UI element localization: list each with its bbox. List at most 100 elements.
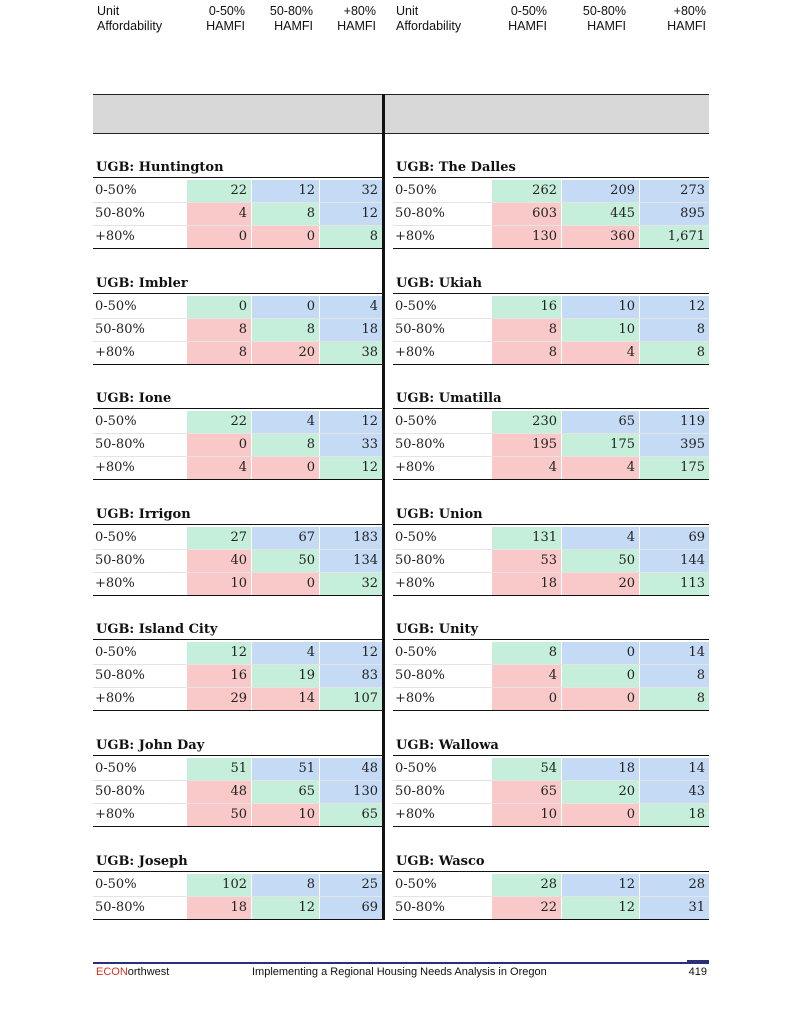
- value-cell: 144: [639, 549, 709, 572]
- page-number: 419: [688, 966, 707, 978]
- table-row: +80% 8 4 8: [393, 341, 709, 365]
- value-cell: 43: [639, 781, 709, 803]
- table-row: 0-50% 54 18 14: [393, 758, 709, 781]
- row-label: +80%: [395, 691, 435, 707]
- row-label: 0-50%: [95, 761, 137, 776]
- table-row: +80% 29 14 107: [93, 688, 382, 712]
- value-cell: 48: [186, 781, 251, 803]
- value-cell: 10: [186, 572, 251, 595]
- value-cell: 0: [491, 688, 561, 711]
- value-cell: 65: [251, 781, 319, 803]
- value-cell: 65: [491, 781, 561, 803]
- value-cell: 134: [319, 549, 382, 572]
- value-cell: 0: [251, 295, 319, 318]
- value-cell: 20: [561, 572, 639, 595]
- row-label: 0-50%: [95, 183, 137, 198]
- value-cell: 0: [251, 457, 319, 480]
- value-cell: 16: [186, 665, 251, 688]
- row-label: +80%: [395, 229, 435, 244]
- value-cell: 8: [491, 642, 561, 665]
- value-cell: 14: [639, 758, 709, 780]
- value-cell: 0: [561, 688, 639, 711]
- row-label: 0-50%: [395, 529, 437, 545]
- value-cell: 273: [639, 180, 709, 202]
- value-cell: 8: [186, 341, 251, 364]
- header-text: HAMFI: [337, 19, 376, 33]
- value-cell: 25: [319, 873, 382, 896]
- value-cell: 18: [639, 804, 709, 826]
- value-cell: 20: [251, 341, 319, 364]
- value-cell: 4: [186, 203, 251, 225]
- value-cell: 8: [639, 341, 709, 364]
- section-title: UGB: Wallowa: [393, 736, 709, 756]
- value-cell: 22: [491, 896, 561, 919]
- value-cell: 130: [319, 781, 382, 803]
- value-cell: 38: [319, 341, 382, 364]
- value-cell: 0: [561, 665, 639, 688]
- value-cell: 12: [639, 295, 709, 318]
- value-cell: 50: [561, 549, 639, 572]
- value-cell: 0: [251, 572, 319, 595]
- section-title: UGB: John Day: [93, 736, 382, 756]
- section-title: UGB: Unity: [393, 620, 709, 641]
- table-row: +80% 0 0 8: [93, 226, 382, 249]
- value-cell: 4: [491, 665, 561, 688]
- row-label: 50-80%: [95, 437, 145, 453]
- row-label: +80%: [95, 229, 135, 244]
- table-row: 0-50% 102 8 25: [93, 873, 382, 897]
- value-cell: 65: [319, 804, 382, 826]
- value-cell: 0: [186, 295, 251, 318]
- footer-title: Implementing a Regional Housing Needs An…: [252, 966, 547, 978]
- value-cell: 69: [639, 526, 709, 549]
- row-label: 50-80%: [395, 206, 445, 221]
- value-cell: 1,671: [639, 226, 709, 248]
- value-cell: 4: [186, 457, 251, 480]
- table-row: +80% 10 0 18: [393, 804, 709, 827]
- row-label: 0-50%: [395, 298, 437, 314]
- table-row: +80% 4 0 12: [93, 457, 382, 481]
- table-row: 50-80% 53 50 144: [393, 549, 709, 573]
- row-label: 50-80%: [395, 321, 445, 337]
- value-cell: 54: [491, 758, 561, 780]
- table-row: +80% 4 4 175: [393, 457, 709, 481]
- value-cell: 18: [186, 896, 251, 919]
- value-cell: 31: [639, 896, 709, 919]
- value-cell: 65: [561, 411, 639, 434]
- table-row: +80% 18 20 113: [393, 572, 709, 596]
- value-cell: 4: [561, 457, 639, 480]
- row-label: 50-80%: [95, 899, 145, 915]
- table-row: 50-80% 8 10 8: [393, 318, 709, 342]
- value-cell: 8: [491, 341, 561, 364]
- row-label: +80%: [95, 807, 135, 822]
- table-row: 0-50% 230 65 119: [393, 411, 709, 435]
- section-title: UGB: Island City: [93, 620, 382, 641]
- value-cell: 69: [319, 896, 382, 919]
- table-row: +80% 50 10 65: [93, 804, 382, 827]
- row-label: 50-80%: [95, 206, 145, 221]
- header-right-80-plus: +80% HAMFI: [640, 2, 706, 36]
- value-cell: 4: [561, 341, 639, 364]
- table-row: +80% 0 0 8: [393, 688, 709, 712]
- value-cell: 8: [491, 318, 561, 341]
- section-title: UGB: The Dalles: [393, 158, 709, 178]
- value-cell: 8: [319, 226, 382, 248]
- value-cell: 8: [251, 318, 319, 341]
- header-text: Unit: [396, 4, 419, 18]
- header-left-unit-affordability: Unit Affordability: [97, 2, 182, 36]
- value-cell: 230: [491, 411, 561, 434]
- row-label: 50-80%: [95, 784, 145, 799]
- table-row: 50-80% 22 12 31: [393, 896, 709, 920]
- table-row: +80% 10 0 32: [93, 572, 382, 596]
- header-right-0-50: 0-50% HAMFI: [490, 2, 547, 36]
- table-row: 50-80% 4 8 12: [93, 203, 382, 226]
- row-label: 0-50%: [395, 414, 437, 430]
- row-label: 50-80%: [395, 668, 445, 684]
- footer-rule: [93, 960, 709, 964]
- row-label: 0-50%: [395, 183, 437, 198]
- value-cell: 107: [319, 688, 382, 711]
- row-label: +80%: [395, 807, 435, 822]
- header-text: Affordability: [396, 19, 462, 33]
- value-cell: 12: [319, 642, 382, 665]
- section-title: UGB: Imbler: [93, 274, 382, 294]
- row-label: +80%: [95, 691, 135, 707]
